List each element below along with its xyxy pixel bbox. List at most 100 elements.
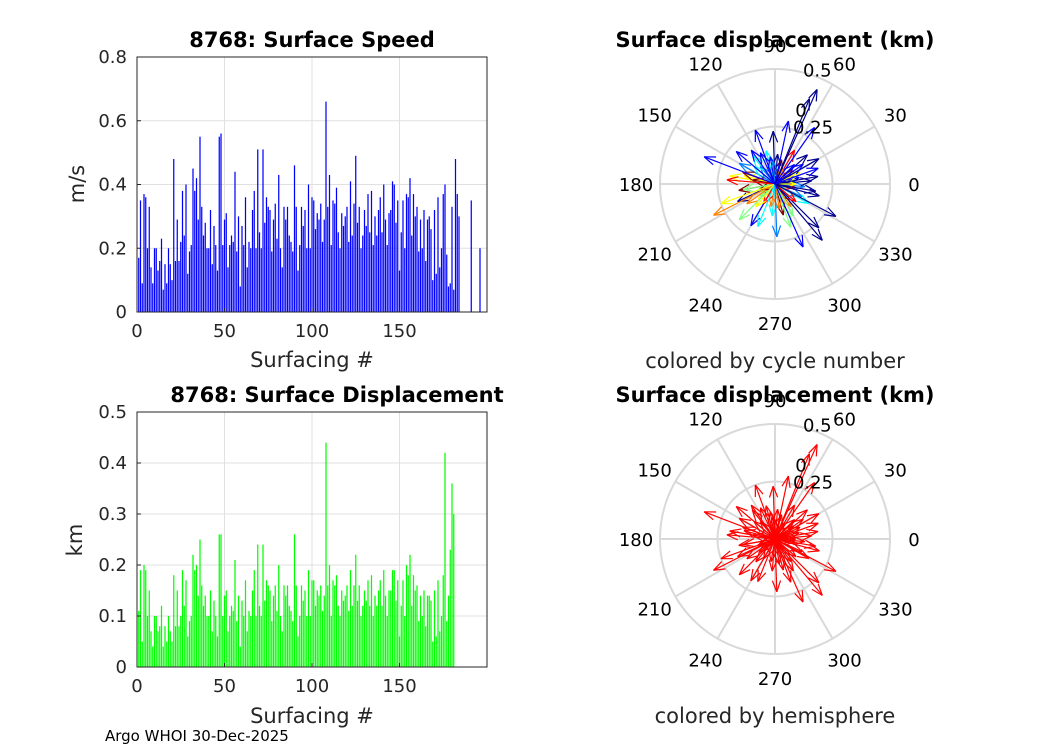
polar-hemisphere-arrow-shaft xyxy=(750,538,776,582)
polar-hemisphere-arrow-head xyxy=(763,550,774,560)
polar-hemisphere-arrow-head xyxy=(758,547,771,553)
speed-bar xyxy=(432,280,434,312)
polar-plot-hemisphere: Surface displacement (km) 0 30 60 90 120 150 1… xyxy=(615,383,934,728)
speed-bar xyxy=(400,232,402,312)
polar-cycle-arrow-head xyxy=(813,216,820,229)
speed-bar xyxy=(229,245,231,312)
speed-bar xyxy=(325,101,327,312)
speed-bar xyxy=(405,194,408,312)
displacement-bar xyxy=(162,646,164,667)
polar-hemisphere-arrow-head xyxy=(738,563,745,576)
polar-cycle-arrow-head xyxy=(810,158,820,169)
polar-hemisphere-arrow-head xyxy=(752,509,763,517)
speed-bar xyxy=(414,216,416,312)
speed-bar xyxy=(388,213,390,312)
polar-hemisphere-arrow-head xyxy=(750,568,754,581)
speed-bar xyxy=(395,222,397,312)
displacement-bar xyxy=(173,575,175,667)
speed-bar xyxy=(139,200,142,312)
polar-hemisphere-arrow-head xyxy=(754,484,764,495)
speed-bar xyxy=(225,213,227,312)
polar-hemisphere-arrow-shaft xyxy=(774,538,820,584)
speed-ytick-label: 0 xyxy=(116,302,127,323)
speed-bar xyxy=(251,210,254,312)
speed-bar xyxy=(255,248,257,312)
polar-cycle-arrow-shaft xyxy=(774,164,795,185)
polar-cycle-arrow-shaft xyxy=(774,127,816,185)
speed-bar xyxy=(288,235,290,312)
speed-bar xyxy=(335,187,338,312)
displacement-bar xyxy=(248,610,250,667)
speed-bar xyxy=(222,245,224,312)
speed-bar xyxy=(397,200,399,312)
polar-plot-cycle: Surface displacement (km) 0 30 60 90 120 150 1… xyxy=(615,28,934,373)
displacement-bar xyxy=(302,600,304,667)
polar-cycle-arrow-head xyxy=(811,233,823,241)
polar-hemisphere-arrow-head xyxy=(800,453,810,464)
displacement-bar xyxy=(278,565,280,667)
polar-hemisphere-arrow-shaft xyxy=(774,453,811,540)
polar-hemisphere-arrow-head xyxy=(737,554,750,558)
speed-bar xyxy=(278,174,280,312)
displacement-bar xyxy=(390,590,392,667)
displacement-bar xyxy=(253,570,255,667)
polar-cycle-arrow-head xyxy=(815,89,818,102)
displacement-bar xyxy=(180,616,182,667)
displacement-bar xyxy=(213,600,215,667)
polar-cycle-arrow-head xyxy=(806,158,819,162)
polar-hemisphere-arrow-head xyxy=(782,525,794,530)
polar-hemisphere-arrow-head xyxy=(743,544,756,548)
polar-cycle-spoke xyxy=(674,183,776,243)
polar-hemisphere-angle-label: 0 xyxy=(908,530,919,551)
displacement-bar xyxy=(185,580,187,667)
speed-bar xyxy=(295,206,297,312)
speed-bar xyxy=(169,264,171,312)
displacement-bar xyxy=(372,616,374,667)
polar-cycle-arrow-head xyxy=(726,179,739,186)
displacement-bar xyxy=(433,590,436,667)
speed-bar xyxy=(290,241,292,312)
displacement-bar xyxy=(208,616,210,667)
polar-hemisphere-angle-label: 300 xyxy=(827,650,861,671)
polar-hemisphere-angle-label: 90 xyxy=(764,391,787,412)
polar-cycle-arrow-head xyxy=(753,165,766,171)
speed-bar xyxy=(227,267,229,312)
speed-bar xyxy=(208,248,210,312)
displacement-bar xyxy=(244,580,247,667)
displacement-bar xyxy=(362,605,364,667)
polar-hemisphere-angle-label: 210 xyxy=(637,600,671,621)
displacement-bar xyxy=(323,595,325,667)
polar-hemisphere-arrow-head xyxy=(729,530,741,538)
speed-bar xyxy=(262,149,264,312)
speed-bar xyxy=(195,178,198,312)
speed-bar xyxy=(248,241,250,312)
polar-cycle-angle-label: 90 xyxy=(764,36,787,57)
displacement-bar xyxy=(367,580,369,667)
speed-bar xyxy=(386,245,388,312)
speed-bar xyxy=(428,216,430,312)
speed-bar xyxy=(318,219,320,312)
polar-cycle-arrow-shaft xyxy=(774,183,778,237)
polar-hemisphere-arrow-head xyxy=(776,580,782,593)
polar-hemisphere-arrow-head xyxy=(793,535,806,543)
displacement-bar xyxy=(377,590,380,667)
polar-hemisphere-angle-label: 150 xyxy=(637,461,671,482)
speed-bar xyxy=(349,181,352,312)
speed-bar xyxy=(202,235,205,312)
polar-cycle-arrow-shaft xyxy=(774,158,820,185)
displacement-bar xyxy=(260,616,262,667)
polar-hemisphere-arrow-shaft xyxy=(758,538,776,553)
polar-hemisphere-arrow-head xyxy=(770,550,778,562)
speed-bar xyxy=(167,248,170,312)
displacement-bar xyxy=(440,616,443,667)
speed-bar xyxy=(181,190,184,312)
speed-bar xyxy=(316,213,318,312)
displacement-bar xyxy=(332,580,334,667)
speed-ytick-label: 0.4 xyxy=(98,175,127,196)
speed-bar xyxy=(180,241,182,312)
polar-cycle-arrow-head xyxy=(750,149,755,162)
polar-cycle-arrow-head xyxy=(800,193,810,204)
speed-bar xyxy=(286,206,289,312)
polar-cycle-arrow-head xyxy=(738,183,750,191)
polar-cycle-arrow-head xyxy=(713,206,723,216)
